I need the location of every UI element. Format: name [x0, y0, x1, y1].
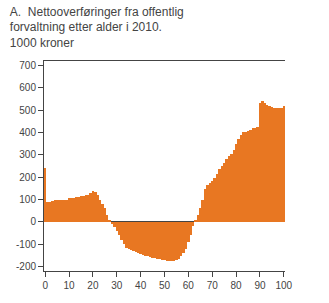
svg-text:80: 80 [231, 280, 243, 291]
svg-text:-200: -200 [16, 261, 36, 272]
svg-text:20: 20 [87, 280, 99, 291]
svg-text:400: 400 [19, 127, 36, 138]
svg-text:300: 300 [19, 149, 36, 160]
svg-text:70: 70 [207, 280, 219, 291]
svg-text:30: 30 [111, 280, 123, 291]
svg-text:0: 0 [42, 280, 48, 291]
svg-text:10: 10 [63, 280, 75, 291]
svg-text:40: 40 [135, 280, 147, 291]
svg-text:-100: -100 [16, 239, 36, 250]
svg-text:0: 0 [30, 216, 36, 227]
svg-text:100: 100 [19, 194, 36, 205]
svg-text:600: 600 [19, 82, 36, 93]
svg-text:500: 500 [19, 105, 36, 116]
svg-text:100: 100 [275, 280, 292, 291]
svg-text:700: 700 [19, 60, 36, 71]
svg-text:60: 60 [183, 280, 195, 291]
svg-text:200: 200 [19, 172, 36, 183]
svg-text:90: 90 [254, 280, 266, 291]
svg-text:A. Nettooverføringer fra offe: A. Nettooverføringer fra offentligforval… [10, 5, 184, 50]
svg-text:50: 50 [159, 280, 171, 291]
